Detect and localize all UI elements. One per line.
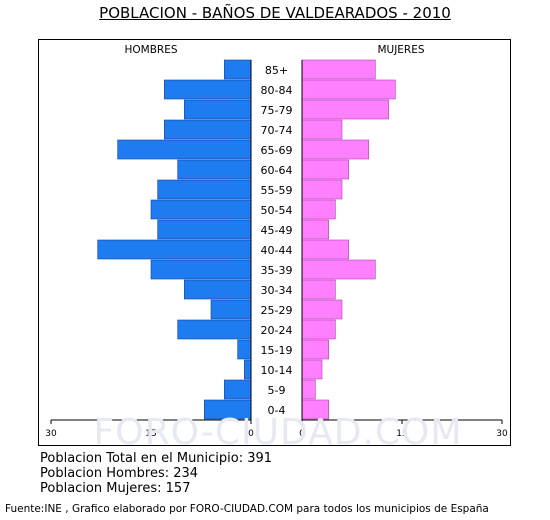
bar-men-30-34: [184, 279, 252, 300]
bar-women-20-24: [301, 319, 336, 340]
bar-men-20-24: [177, 319, 252, 340]
age-label-0-4: 0-4: [268, 404, 286, 417]
age-label-85+: 85+: [265, 64, 288, 77]
bar-men-10-14: [244, 359, 252, 380]
bar-men-50-54: [150, 199, 252, 220]
total-population: Poblacion Total en el Municipio: 391: [40, 451, 273, 466]
bar-women-45-49: [301, 219, 329, 240]
bar-men-70-74: [164, 119, 252, 140]
x-tick-label-5: 30: [496, 429, 508, 439]
bar-men-0-4: [204, 399, 252, 420]
bar-men-55-59: [157, 179, 252, 200]
bar-women-30-34: [301, 279, 336, 300]
bar-women-80-84: [301, 79, 396, 100]
x-tick-label-4: 15: [396, 429, 407, 439]
bar-men-25-29: [210, 299, 252, 320]
chart-title-text: POBLACION - BAÑOS DE VALDEARADOS - 2010: [99, 4, 451, 22]
age-label-5-9: 5-9: [268, 384, 286, 397]
bar-women-75-79: [301, 99, 389, 120]
bar-women-60-64: [301, 159, 349, 180]
bar-women-0-4: [301, 399, 329, 420]
x-tick-label-2: 0: [248, 429, 254, 439]
age-label-20-24: 20-24: [261, 324, 293, 337]
x-tick-label-1: 15: [145, 429, 156, 439]
bar-men-5-9: [224, 379, 252, 400]
chart-frame: HOMBRES MUJERES 85+ 80-84 75-79 70-74 65-69 60-…: [38, 39, 511, 446]
bar-men-80-84: [164, 79, 252, 100]
bar-men-40-44: [97, 239, 252, 260]
x-tick-label-3: 0: [299, 429, 305, 439]
age-label-65-69: 65-69: [261, 144, 293, 157]
chart-title: POBLACION - BAÑOS DE VALDEARADOS - 2010: [0, 4, 550, 22]
source-note: Fuente:INE , Grafico elaborado por FORO-…: [5, 503, 489, 515]
bar-women-15-19: [301, 339, 329, 360]
bar-men-35-39: [150, 259, 252, 280]
women-population: Poblacion Mujeres: 157: [40, 481, 191, 496]
bar-women-50-54: [301, 199, 336, 220]
age-label-70-74: 70-74: [261, 124, 293, 137]
age-label-10-14: 10-14: [261, 364, 293, 377]
age-label-30-34: 30-34: [261, 284, 293, 297]
population-pyramid-chart: HOMBRES MUJERES 85+ 80-84 75-79 70-74 65-69 60-…: [45, 44, 508, 439]
age-label-50-54: 50-54: [261, 204, 293, 217]
age-label-45-49: 45-49: [261, 224, 293, 237]
bar-women-40-44: [301, 239, 349, 260]
age-label-75-79: 75-79: [261, 104, 293, 117]
men-population: Poblacion Hombres: 234: [40, 466, 199, 481]
bar-men-15-19: [237, 339, 252, 360]
bar-women-85+: [301, 59, 376, 80]
bar-women-25-29: [301, 299, 343, 320]
age-label-60-64: 60-64: [261, 164, 293, 177]
age-label-15-19: 15-19: [261, 344, 293, 357]
x-tick-label-0: 30: [45, 429, 57, 439]
bar-women-55-59: [301, 179, 343, 200]
age-label-25-29: 25-29: [261, 304, 293, 317]
age-label-40-44: 40-44: [261, 244, 293, 257]
bar-men-45-49: [157, 219, 252, 240]
bar-men-60-64: [177, 159, 252, 180]
age-label-55-59: 55-59: [261, 184, 293, 197]
bar-men-85+: [224, 59, 252, 80]
legend-hombres: HOMBRES: [124, 44, 177, 56]
bar-men-65-69: [117, 139, 252, 160]
age-label-80-84: 80-84: [261, 84, 293, 97]
totals-block: Poblacion Total en el Municipio: 391 Pob…: [40, 451, 272, 496]
bar-women-70-74: [301, 119, 343, 140]
bar-women-10-14: [301, 359, 323, 380]
bar-women-65-69: [301, 139, 369, 160]
age-label-35-39: 35-39: [261, 264, 293, 277]
bar-men-75-79: [184, 99, 252, 120]
bar-women-5-9: [301, 379, 316, 400]
bar-women-35-39: [301, 259, 376, 280]
legend-mujeres: MUJERES: [377, 44, 424, 56]
